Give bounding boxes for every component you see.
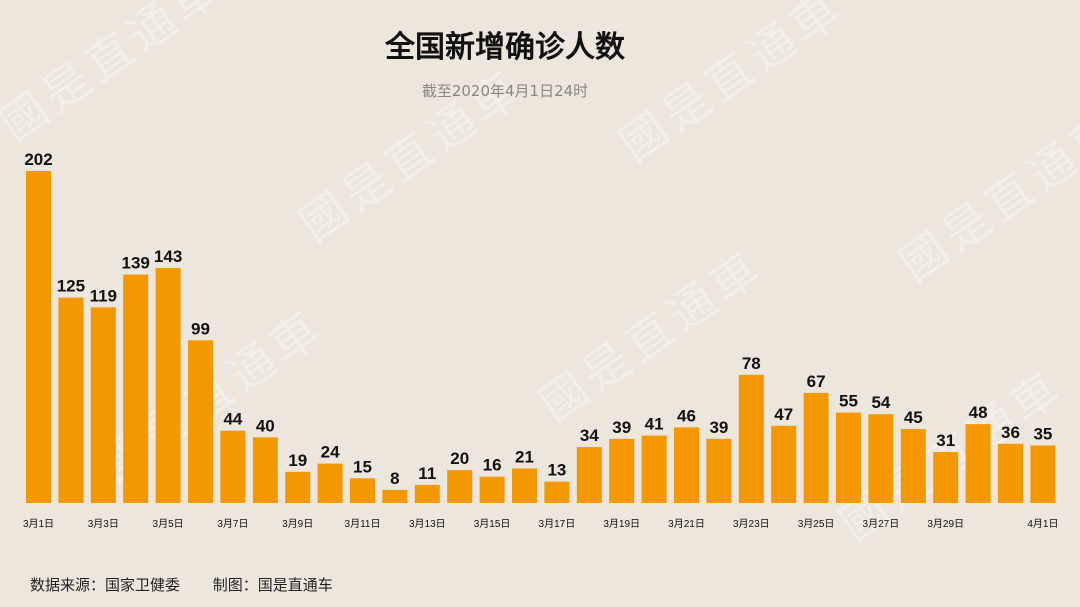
x-tick-label: 3月27日 (863, 518, 900, 530)
x-tick-label: 3月25日 (798, 518, 835, 530)
x-tick-label: 3月17日 (539, 518, 576, 530)
data-label: 47 (774, 405, 793, 424)
bar-3月17日 (544, 481, 570, 503)
data-label: 35 (1033, 425, 1052, 444)
data-label: 99 (191, 319, 210, 338)
bar-3月15日 (479, 476, 505, 503)
bar-3月14日 (447, 470, 473, 503)
x-tick-label: 3月11日 (345, 518, 381, 530)
bar-3月16日 (512, 468, 537, 503)
chart-title: 全国新增确诊人数 (385, 30, 625, 65)
data-label: 20 (450, 449, 469, 468)
x-tick-label: 3月19日 (603, 518, 640, 530)
data-label: 21 (515, 448, 534, 467)
data-label: 34 (580, 426, 599, 445)
chart-footer: 数据来源：国家卫健委 制图：国是直通车 (30, 574, 361, 595)
x-tick-label: 3月29日 (927, 518, 964, 530)
x-tick-label: 3月1日 (23, 518, 54, 530)
data-label: 67 (807, 372, 826, 391)
data-label: 202 (24, 150, 52, 169)
bar-3月21日 (674, 427, 699, 503)
bar-3月28日 (900, 429, 926, 503)
bar-3月3日 (90, 307, 116, 503)
data-label: 40 (256, 416, 275, 435)
data-label: 19 (288, 451, 307, 470)
x-tick-label: 3月5日 (153, 518, 184, 530)
data-label: 46 (677, 406, 696, 425)
bar-chart: 202 3月1日 125 119 3月3日 139 143 3月5日 99 44 3月7日 40 19 3… (23, 150, 1059, 530)
data-label: 78 (742, 354, 761, 373)
bar-3月31日 (998, 443, 1023, 503)
bar-3月13日 (414, 484, 440, 503)
data-label: 45 (904, 408, 923, 427)
bar-3月20日 (641, 435, 667, 503)
data-label: 36 (1001, 423, 1020, 442)
data-label: 139 (122, 254, 150, 273)
data-source: 数据来源：国家卫健委 (30, 576, 181, 594)
bar-3月9日 (285, 471, 311, 503)
chart-credit: 制图：国是直通车 (212, 576, 333, 594)
bar-3月11日 (350, 478, 375, 503)
bar-3月29日 (933, 452, 959, 503)
bar-3月10日 (317, 463, 343, 503)
data-label: 54 (871, 393, 890, 412)
bar-3月12日 (382, 489, 408, 503)
x-tick-label: 3月3日 (88, 518, 119, 530)
bar-3月27日 (868, 414, 894, 503)
x-tick-label: 3月9日 (282, 518, 313, 530)
data-label: 8 (390, 469, 399, 488)
x-tick-label: 3月15日 (474, 518, 511, 530)
bar-4月1日 (1030, 445, 1056, 503)
x-tick-label: 3月7日 (217, 518, 248, 530)
data-label: 15 (353, 457, 372, 476)
chart-subtitle: 截至2020年4月1日24时 (421, 82, 589, 100)
x-tick-label: 3月13日 (409, 518, 446, 530)
data-label: 16 (483, 456, 502, 475)
data-label: 119 (90, 286, 117, 305)
bar-3月19日 (609, 438, 635, 503)
bar-3月8日 (252, 437, 278, 503)
bar-3月30日 (965, 424, 991, 503)
x-tick-label: 3月21日 (668, 518, 705, 530)
bar-3月2日 (58, 297, 84, 503)
bar-3月23日 (738, 374, 764, 503)
data-label: 11 (418, 464, 436, 483)
bar-3月22日 (706, 438, 732, 503)
bar-3月4日 (123, 274, 149, 503)
data-label: 143 (154, 247, 182, 266)
data-label: 125 (57, 277, 85, 296)
data-label: 31 (936, 431, 955, 450)
bar-3月1日 (26, 171, 51, 503)
data-label: 39 (612, 418, 631, 437)
bar-3月6日 (188, 340, 213, 503)
bar-3月5日 (155, 268, 181, 503)
data-label: 41 (645, 415, 664, 434)
x-tick-label: 4月1日 (1027, 518, 1058, 530)
bar-3月24日 (771, 425, 797, 503)
data-label: 48 (969, 403, 988, 422)
bar-3月18日 (576, 447, 602, 503)
data-label: 55 (839, 392, 858, 411)
x-tick-label: 3月23日 (733, 518, 770, 530)
data-label: 24 (321, 443, 340, 462)
data-label: 13 (547, 461, 566, 480)
data-label: 44 (223, 410, 242, 429)
data-label: 39 (709, 418, 728, 437)
bar-3月7日 (220, 430, 246, 503)
bar-3月25日 (803, 392, 829, 503)
bar-3月26日 (836, 412, 861, 503)
